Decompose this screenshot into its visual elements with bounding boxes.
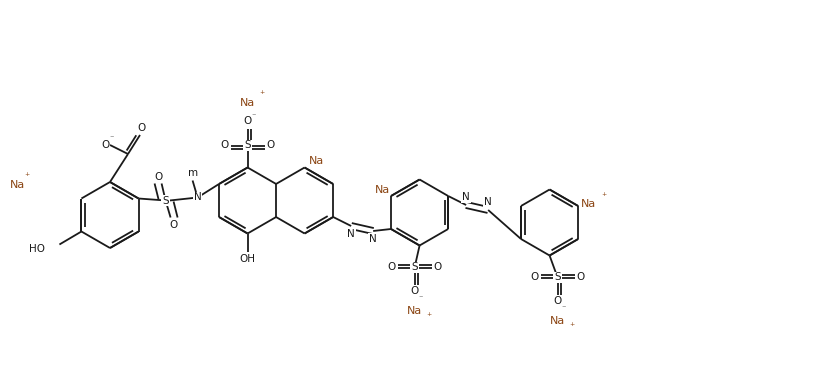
Text: ⁻: ⁻	[418, 293, 423, 302]
Text: HO: HO	[29, 243, 46, 254]
Text: m: m	[187, 167, 198, 178]
Text: O: O	[554, 296, 562, 307]
Text: O: O	[530, 273, 539, 282]
Text: N: N	[369, 234, 377, 244]
Text: ⁺: ⁺	[259, 90, 264, 101]
Text: O: O	[169, 220, 178, 229]
Text: Na: Na	[10, 180, 25, 190]
Text: Na: Na	[407, 305, 422, 316]
Text: O: O	[577, 273, 585, 282]
Text: S: S	[162, 195, 169, 206]
Text: Na: Na	[375, 185, 391, 195]
Text: O: O	[138, 123, 146, 133]
Text: Na: Na	[581, 199, 596, 209]
Text: Na: Na	[309, 155, 324, 166]
Text: ⁺: ⁺	[601, 192, 607, 202]
Text: S: S	[555, 273, 561, 282]
Text: O: O	[244, 116, 252, 127]
Text: O: O	[221, 141, 229, 150]
Text: ⁻: ⁻	[561, 303, 566, 312]
Text: Na: Na	[550, 316, 565, 325]
Text: O: O	[155, 172, 163, 181]
Text: ⁻: ⁻	[251, 111, 256, 120]
Text: O: O	[411, 287, 419, 296]
Text: N: N	[462, 192, 470, 202]
Text: O: O	[434, 262, 442, 273]
Text: OH: OH	[240, 254, 255, 265]
Text: Na: Na	[240, 98, 255, 107]
Text: O: O	[388, 262, 396, 273]
Text: N: N	[348, 229, 355, 239]
Text: O: O	[267, 141, 275, 150]
Text: ⁺: ⁺	[569, 322, 574, 333]
Text: O: O	[101, 140, 109, 150]
Text: S: S	[245, 141, 251, 150]
Text: N: N	[194, 192, 201, 203]
Text: S: S	[411, 262, 418, 273]
Text: ⁺: ⁺	[426, 313, 431, 322]
Text: N: N	[484, 197, 492, 207]
Text: ⁺: ⁺	[25, 172, 29, 182]
Text: ⁻: ⁻	[110, 133, 115, 143]
